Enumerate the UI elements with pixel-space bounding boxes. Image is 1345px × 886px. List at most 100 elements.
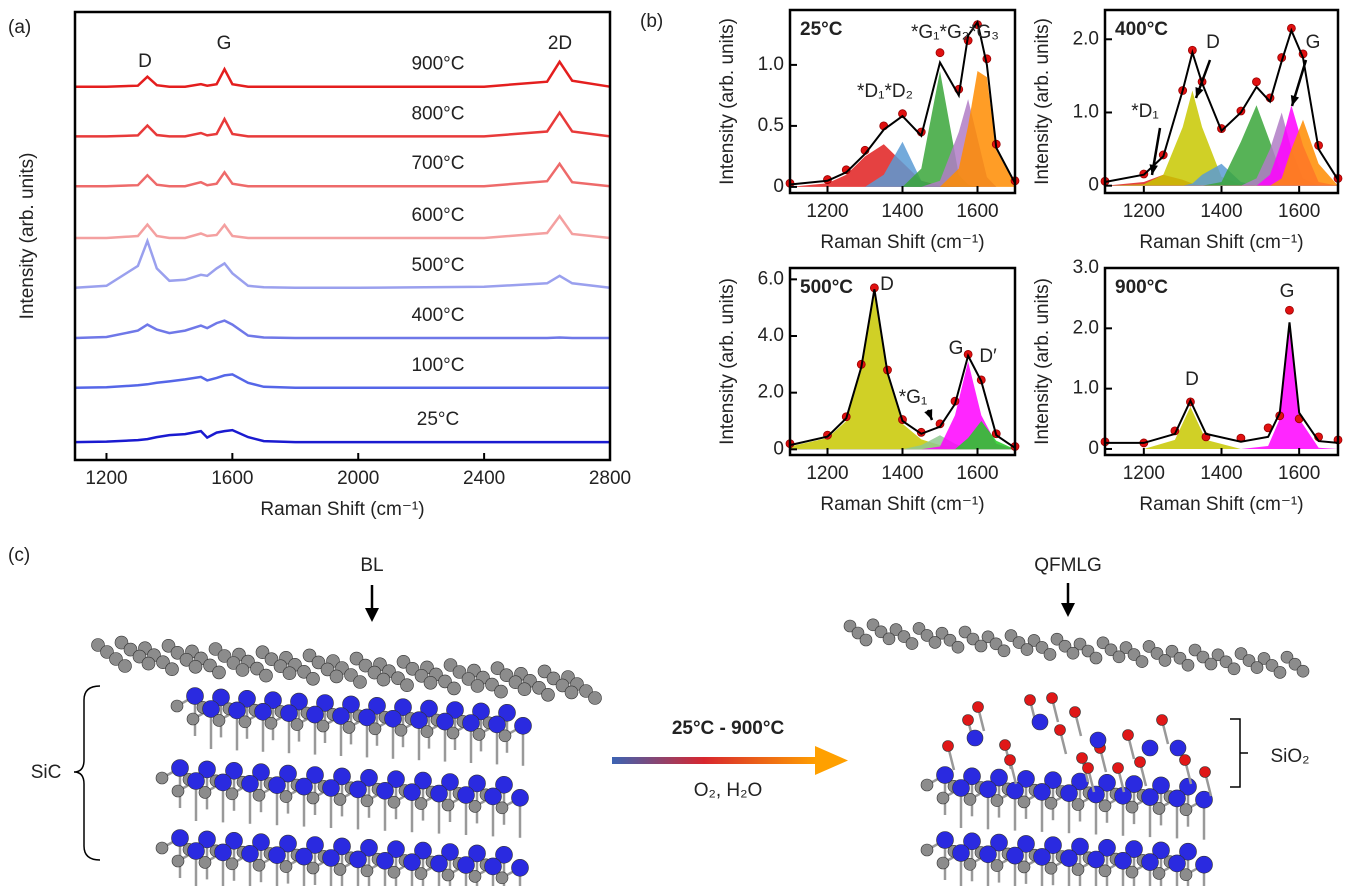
atom: [441, 773, 459, 791]
temperature-label: 25°C - 900°C: [672, 718, 785, 739]
atom: [1179, 803, 1193, 817]
atom: [1250, 661, 1264, 674]
atom: [579, 684, 593, 698]
atom: [564, 685, 579, 700]
fit-component: [1105, 105, 1338, 186]
atom: [912, 622, 926, 635]
atom: [546, 671, 561, 686]
atom: [1152, 867, 1166, 880]
atom: [342, 721, 356, 734]
y-tick-label: 1.0: [1073, 378, 1099, 399]
peak-label: G: [1306, 32, 1321, 53]
gases-label: O₂, H₂O: [694, 780, 763, 801]
atom: [438, 674, 452, 689]
atom: [290, 718, 304, 731]
atom: [252, 788, 266, 802]
atom: [508, 675, 523, 690]
atom: [333, 837, 351, 856]
atom: [468, 800, 482, 813]
atom: [1204, 657, 1218, 671]
atom: [1141, 788, 1159, 806]
pointer-head: [1061, 603, 1075, 617]
x-tick-label: 1200: [85, 468, 127, 489]
atom: [966, 729, 984, 747]
atom: [1158, 654, 1172, 667]
atom: [1219, 655, 1233, 669]
atom: [387, 770, 405, 789]
process-arrow-head: [815, 746, 848, 775]
atom: [1043, 648, 1057, 661]
atom: [485, 677, 499, 692]
atom: [1017, 795, 1031, 809]
atom: [981, 630, 995, 644]
atom: [1125, 800, 1139, 814]
atom: [942, 740, 954, 752]
atom: [282, 666, 297, 681]
atom: [484, 787, 502, 806]
atom: [353, 675, 367, 689]
atom: [1082, 762, 1094, 774]
atom: [311, 655, 326, 670]
atom: [333, 863, 347, 876]
atom: [405, 661, 420, 676]
atom: [333, 793, 347, 806]
x-axis-label: Raman Shift (cm⁻¹): [1139, 232, 1303, 253]
atom: [333, 767, 351, 786]
atom: [1242, 654, 1256, 667]
atom: [360, 838, 378, 857]
atom: [990, 833, 1008, 852]
atom: [1112, 762, 1124, 774]
y-tick-label: 3.0: [1073, 257, 1099, 278]
atom: [1156, 714, 1168, 726]
atom: [320, 662, 335, 677]
atom: [843, 619, 857, 633]
atom: [306, 861, 320, 875]
atom: [1069, 706, 1081, 718]
atom: [368, 696, 386, 715]
fit-line: [1105, 322, 1339, 444]
atom: [280, 704, 298, 723]
atom: [306, 791, 320, 805]
atom: [290, 692, 308, 711]
atom: [1173, 651, 1187, 665]
atom: [1296, 664, 1310, 678]
atom: [889, 623, 903, 636]
peak-label: 2D: [548, 33, 572, 54]
process-arrow: [612, 757, 817, 764]
plot: [1100, 305, 1343, 449]
x-axis-label: Raman Shift (cm⁻¹): [260, 499, 424, 520]
atom: [1027, 634, 1041, 647]
series-label: 700°C: [411, 153, 464, 174]
spectrum: [74, 237, 611, 290]
atom: [1006, 846, 1024, 865]
peak-label: *D₁: [1131, 101, 1159, 122]
atom: [936, 791, 950, 805]
atom: [1071, 863, 1085, 876]
atom: [1087, 785, 1105, 804]
atom: [1081, 644, 1095, 658]
x-tick-label: 1400: [1200, 463, 1242, 484]
y-axis-label: Intensity (arb. units): [1032, 278, 1053, 445]
atom: [264, 716, 278, 730]
plot: [785, 283, 1020, 451]
atom: [446, 726, 460, 740]
atom: [423, 675, 438, 690]
atom: [367, 665, 382, 680]
atom: [859, 633, 873, 647]
atom: [441, 868, 455, 882]
spectrum: [75, 213, 611, 240]
atom: [349, 780, 367, 799]
atom: [170, 645, 185, 660]
atom: [396, 654, 411, 669]
atom: [532, 680, 546, 695]
atom: [537, 664, 552, 679]
pointer-head: [1149, 164, 1158, 175]
x-axis-label: Raman Shift (cm⁻¹): [820, 494, 984, 515]
pointer-head: [365, 608, 379, 622]
atom: [1004, 754, 1016, 766]
atom: [349, 850, 367, 869]
pointer-head: [1290, 95, 1300, 106]
atom: [420, 699, 438, 718]
atom: [1196, 650, 1210, 664]
atom: [255, 645, 270, 660]
